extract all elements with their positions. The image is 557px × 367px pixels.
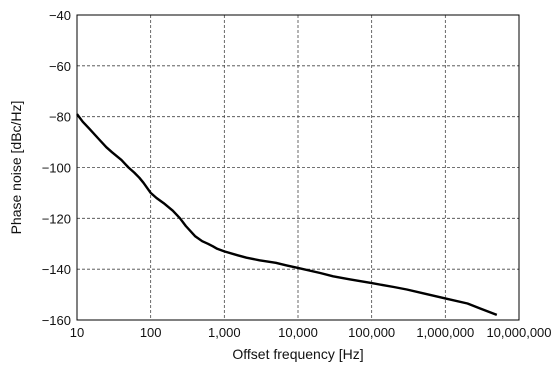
y-tick-label: −160	[42, 313, 71, 328]
x-axis-label: Offset frequency [Hz]	[232, 346, 363, 362]
x-tick-label: 1,000,000	[416, 325, 474, 340]
y-axis-label: Phase noise [dBc/Hz]	[8, 101, 24, 235]
x-tick-label: 100,000	[348, 325, 395, 340]
y-tick-label: −140	[42, 262, 71, 277]
x-tick-label: 1,000	[208, 325, 241, 340]
y-tick-label: −60	[49, 59, 71, 74]
y-tick-label: −100	[42, 161, 71, 176]
x-tick-label: 10,000	[278, 325, 318, 340]
x-tick-label: 10	[70, 325, 84, 340]
x-tick-label: 100	[140, 325, 162, 340]
x-tick-label: 10,000,000	[486, 325, 551, 340]
x-tick-labels: 10 100 1,000 10,000 100,000 1,000,000 10,000,0…	[70, 325, 552, 340]
y-tick-labels: −40 −60 −80 −100 −120 −140 −160	[42, 8, 71, 328]
grid-lines	[77, 15, 519, 320]
series-group	[77, 114, 497, 315]
y-tick-label: −40	[49, 8, 71, 23]
y-tick-label: −80	[49, 110, 71, 125]
phase-noise-series-line	[77, 114, 497, 315]
y-tick-label: −120	[42, 211, 71, 226]
